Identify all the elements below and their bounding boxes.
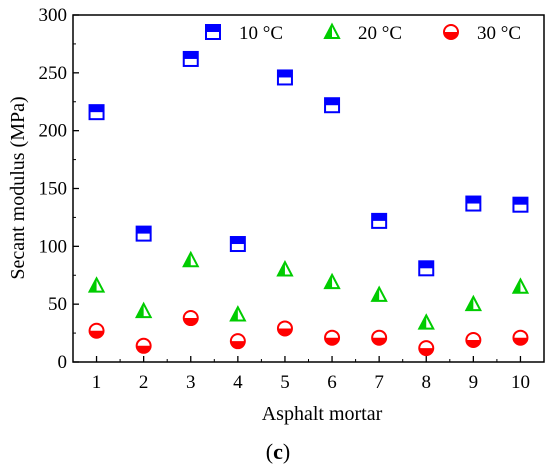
circle-fill: [444, 32, 458, 39]
y-tick-label: 50: [48, 294, 67, 315]
square-fill: [513, 197, 528, 205]
legend-marker: [323, 22, 341, 39]
legend-label: 20 °C: [358, 23, 402, 44]
data-point: [371, 329, 388, 346]
triangle-fill: [513, 279, 521, 293]
triangle-fill: [183, 252, 191, 267]
legend: 10 °C 20 °C 30 °C: [205, 22, 521, 44]
square-fill: [277, 70, 292, 78]
square-fill: [325, 98, 340, 106]
triangle-fill: [372, 287, 380, 301]
data-point: [371, 212, 388, 229]
data-point: [182, 250, 200, 268]
data-point: [229, 333, 246, 350]
data-point: [87, 276, 106, 293]
square-fill: [230, 237, 245, 245]
data-point: [134, 301, 153, 319]
x-tick-label: 6: [327, 372, 337, 393]
data-point: [324, 329, 341, 346]
data-point: [418, 340, 435, 357]
circle-fill: [183, 318, 198, 326]
data-point: [135, 337, 152, 354]
circle-fill: [466, 340, 481, 348]
y-tick-label: 100: [39, 236, 68, 257]
square-fill: [183, 51, 198, 59]
legend-entry: 30 °C: [443, 23, 521, 44]
square-fill: [466, 196, 481, 204]
data-point: [465, 332, 482, 349]
square-fill: [206, 25, 220, 32]
data-point: [182, 310, 199, 327]
legend-entry: 20 °C: [323, 22, 402, 44]
data-point: [276, 320, 293, 337]
data-point: [324, 97, 341, 114]
series-1: [88, 50, 529, 277]
triangle-fill: [230, 307, 238, 321]
data-point: [417, 313, 435, 330]
circle-fill: [136, 345, 151, 353]
data-point: [88, 322, 105, 339]
data-point: [465, 195, 482, 212]
circle-fill: [89, 330, 104, 338]
figure-caption: (c): [266, 439, 290, 464]
x-tick-label: 7: [374, 372, 384, 393]
square-fill: [89, 105, 104, 113]
data-point: [418, 260, 435, 277]
x-axis-title: Asphalt mortar: [262, 403, 383, 425]
y-tick-label: 150: [39, 179, 68, 200]
triangle-fill: [419, 315, 427, 329]
legend-marker: [205, 24, 221, 40]
circle-fill: [419, 348, 434, 356]
x-tick-label: 9: [469, 372, 479, 393]
x-tick-label: 8: [422, 372, 432, 393]
data-point: [511, 277, 530, 294]
legend-marker: [443, 24, 459, 40]
y-tick-label: 200: [39, 121, 68, 142]
x-tick-label: 1: [92, 372, 102, 393]
data-point: [512, 196, 529, 213]
triangle-fill: [277, 262, 285, 276]
data-point: [323, 272, 341, 290]
data-markers: [87, 50, 530, 357]
triangle-fill: [466, 296, 474, 311]
legend-label: 10 °C: [239, 23, 283, 44]
series-3: [88, 310, 529, 357]
x-tick-label: 2: [139, 372, 149, 393]
circle-fill: [372, 337, 387, 345]
data-point: [182, 50, 199, 67]
legend-label: 30 °C: [477, 23, 521, 44]
triangle-fill: [136, 303, 144, 318]
data-point: [135, 225, 152, 242]
circle-fill: [230, 341, 245, 349]
x-tick-label: 4: [233, 372, 243, 393]
x-tick-label: 3: [186, 372, 196, 393]
x-tick-label: 10: [511, 372, 530, 393]
legend-entry: 10 °C: [205, 23, 283, 44]
data-point: [512, 329, 529, 346]
square-fill: [372, 213, 387, 221]
data-point: [88, 104, 105, 121]
y-tick-label: 250: [39, 63, 68, 84]
circle-fill: [513, 337, 528, 345]
square-fill: [419, 261, 434, 269]
circle-fill: [325, 337, 340, 345]
triangle-fill: [325, 24, 332, 38]
triangle-fill: [325, 274, 333, 289]
x-tick-label: 5: [280, 372, 290, 393]
circle-fill: [277, 328, 292, 336]
y-tick-label: 0: [58, 352, 68, 373]
square-fill: [136, 226, 151, 234]
data-point: [370, 285, 388, 302]
y-axis-title: Secant modulus (MPa): [7, 96, 29, 279]
y-tick-label: 300: [39, 5, 68, 26]
data-point: [229, 305, 247, 322]
data-point: [276, 69, 293, 86]
data-point: [229, 236, 246, 253]
series-2: [87, 250, 530, 330]
triangle-fill: [89, 278, 97, 292]
data-point: [276, 260, 294, 277]
data-point: [464, 294, 483, 312]
